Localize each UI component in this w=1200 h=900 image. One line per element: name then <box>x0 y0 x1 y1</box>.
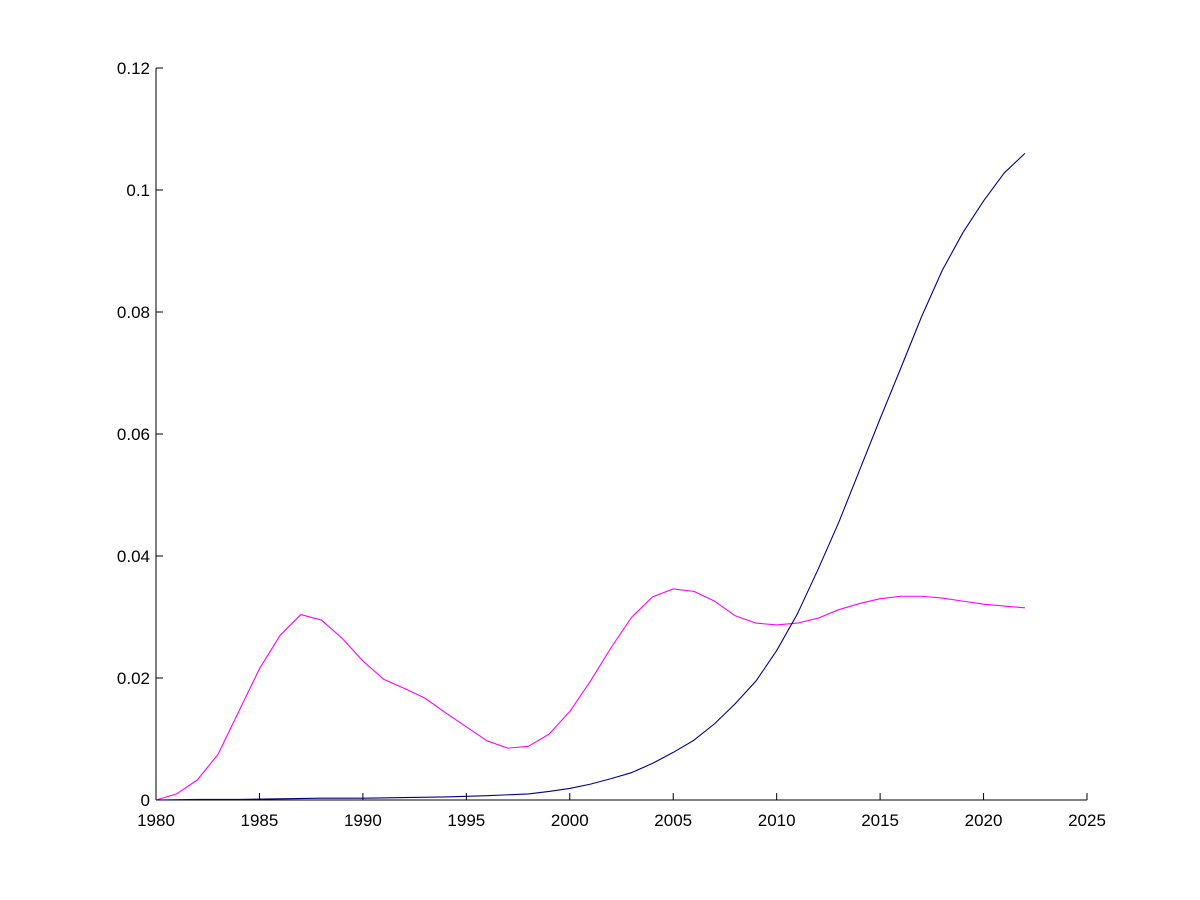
x-tick-label: 2025 <box>1068 811 1106 830</box>
x-tick-label: 1980 <box>137 811 175 830</box>
x-tick-label: 2000 <box>551 811 589 830</box>
y-tick-label: 0.02 <box>117 669 150 688</box>
axes: 1980 1985 1990 1995 2000 2005 2010 2015 2020 2025… <box>117 59 1106 830</box>
x-tick-label: 2015 <box>861 811 899 830</box>
y-tick-label: 0.08 <box>117 303 150 322</box>
series-line-blue <box>155 152 1026 801</box>
series-layer <box>155 152 1026 801</box>
y-tick-label: 0.1 <box>126 181 150 200</box>
x-tick-label: 2020 <box>965 811 1003 830</box>
x-tick-label: 1990 <box>344 811 382 830</box>
x-tick-label: 1995 <box>447 811 485 830</box>
x-tick-label: 1985 <box>241 811 279 830</box>
y-tick-label: 0.12 <box>117 59 150 78</box>
x-tick-label: 2005 <box>654 811 692 830</box>
series-line-magenta <box>155 588 1025 801</box>
y-tick-label: 0.04 <box>117 547 150 566</box>
y-tick-label: 0 <box>141 791 150 810</box>
y-tick-label: 0.06 <box>117 425 150 444</box>
x-tick-label: 2010 <box>758 811 796 830</box>
